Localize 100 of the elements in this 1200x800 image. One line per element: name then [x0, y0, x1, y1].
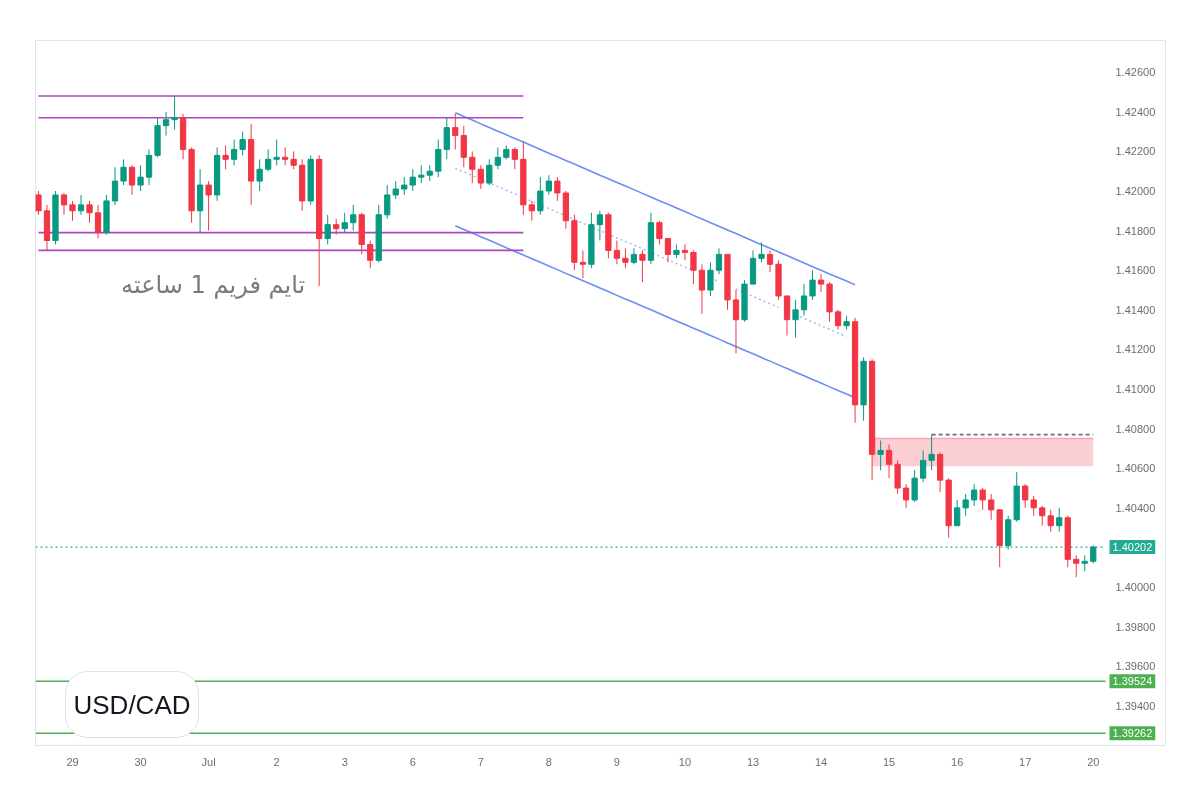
candlestick	[60, 192, 68, 216]
candlestick	[384, 184, 391, 220]
candlestick	[86, 200, 93, 224]
y-tick-label: 1.40400	[1115, 501, 1156, 514]
y-tick-label: 1.39600	[1115, 660, 1156, 673]
candlestick	[469, 150, 476, 184]
candlestick	[928, 434, 935, 471]
candlestick	[902, 483, 910, 509]
y-tick-label: 1.39400	[1115, 699, 1156, 712]
candlestick	[511, 146, 518, 170]
x-tick-label: 14	[814, 755, 828, 768]
candlestick	[409, 168, 416, 192]
candlestick	[265, 148, 272, 172]
candlestick	[171, 95, 178, 131]
candlestick	[800, 283, 808, 317]
candlestick	[230, 139, 238, 166]
candlestick	[656, 220, 663, 245]
x-tick-label: 29	[66, 755, 79, 768]
y-tick-label: 1.41800	[1115, 224, 1156, 237]
candlestick	[367, 240, 374, 269]
candlestick	[443, 117, 450, 160]
candlestick	[162, 111, 170, 137]
candlestick	[783, 295, 791, 337]
candlestick	[69, 200, 76, 222]
ref-line-label: 1.40202	[1112, 541, 1153, 554]
x-tick-label: 17	[1019, 755, 1032, 768]
candlestick	[128, 164, 136, 196]
candlestick	[707, 261, 714, 297]
x-tick-label: Jul	[201, 755, 216, 768]
candlestick	[554, 176, 561, 202]
candlestick	[341, 212, 348, 234]
candlestick	[1056, 507, 1063, 533]
candlestick	[205, 180, 212, 232]
candlestick	[452, 113, 459, 150]
candlestick	[350, 204, 357, 232]
candlestick	[954, 499, 961, 527]
candlestick	[222, 144, 229, 170]
candlestick	[877, 440, 884, 471]
candlestick	[137, 164, 144, 192]
candlestick	[715, 247, 723, 275]
candlestick	[732, 289, 740, 354]
candlestick	[681, 243, 689, 261]
y-tick-label: 1.42600	[1115, 66, 1156, 79]
x-tick-label: 13	[746, 755, 760, 768]
candlestick	[537, 176, 544, 216]
candlestick	[1047, 509, 1054, 533]
candlestick	[894, 459, 901, 495]
candlestick	[962, 493, 969, 517]
candlestick	[971, 483, 978, 507]
candlestick	[817, 273, 825, 293]
candlestick	[494, 146, 501, 170]
candlestick	[639, 249, 646, 283]
candlestick	[256, 158, 263, 192]
candlestick	[545, 174, 552, 196]
candlestick	[911, 469, 918, 503]
candlestick	[809, 269, 816, 301]
line-series	[454, 111, 856, 286]
candlestick	[885, 443, 893, 479]
x-tick-label: 16	[951, 755, 964, 768]
candlestick	[988, 493, 995, 521]
candlestick	[1039, 505, 1046, 527]
x-tick-label: 30	[134, 755, 147, 768]
ref-line-label: 1.39524	[1112, 675, 1153, 688]
annotation: تایم فریم 1 ساعته	[121, 271, 306, 300]
y-tick-label: 1.39800	[1115, 620, 1156, 633]
candlestick	[528, 200, 535, 222]
x-tick-label: 8	[545, 755, 552, 768]
candlestick	[613, 240, 621, 265]
x-tick-label: 10	[678, 755, 692, 768]
y-tick-label: 1.41400	[1115, 303, 1156, 316]
candlestick	[486, 158, 493, 186]
y-tick-label: 1.41600	[1115, 264, 1156, 277]
y-tick-label: 1.40800	[1115, 422, 1156, 435]
candlestick	[477, 164, 484, 190]
x-tick-label: 2	[273, 755, 280, 768]
candlestick	[758, 241, 765, 263]
y-tick-label: 1.41000	[1115, 383, 1156, 396]
text: USD/CAD	[73, 689, 191, 720]
candlestick	[145, 148, 153, 186]
candlestick	[1030, 495, 1037, 517]
x-tick-label: 15	[882, 755, 896, 768]
candlestick	[622, 247, 629, 269]
candlestick	[35, 190, 42, 216]
x-tick-label: 9	[613, 755, 620, 768]
candlestick	[324, 214, 331, 245]
candlestick	[460, 125, 467, 168]
y-tick-label: 1.42400	[1115, 105, 1156, 118]
candlestick	[1073, 554, 1080, 578]
y-tick-label: 1.42200	[1115, 145, 1156, 158]
candlestick	[77, 194, 85, 216]
candlestick	[664, 238, 672, 263]
candlestick	[94, 204, 102, 240]
x-tick-label: 7	[477, 755, 484, 768]
candlestick	[979, 487, 986, 511]
candlestick	[111, 166, 119, 206]
ref-line-label: 1.39262	[1112, 727, 1153, 740]
y-tick-label: 1.40600	[1115, 462, 1156, 475]
candlestick	[1022, 483, 1029, 509]
candlestick	[919, 449, 927, 483]
y-tick-label: 1.40000	[1115, 581, 1156, 594]
